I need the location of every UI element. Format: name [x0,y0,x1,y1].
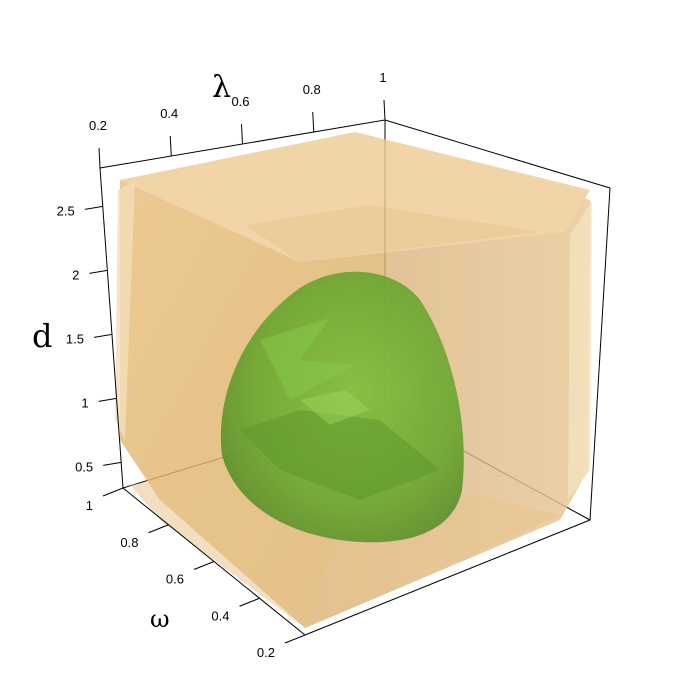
omega-tick-label: 0.6 [166,572,184,587]
d-tick-label: 0.5 [75,459,93,474]
d-tick-mark [98,397,117,402]
omega-tick-mark [284,634,306,644]
d-tick-mark [103,461,122,466]
omega-tick-mark [148,524,169,534]
omega-tick-mark [193,561,215,570]
d-tick-label: 2.5 [57,203,75,218]
lambda-axis-title: λ [212,70,231,105]
lambda-axis-ticks: 0.2 0.4 0.6 0.8 1 [89,70,387,169]
omega-tick-label: 1 [86,498,93,513]
outer-left-rim [115,180,135,440]
lambda-tick-mark [169,135,172,157]
outer-top-inner [245,205,540,262]
d-axis-ticks: 0.5 1 1.5 2 2.5 [57,203,122,474]
d-tick-mark [84,205,103,210]
outer-right-rim [568,200,592,500]
inner-isosurface [220,271,464,543]
lambda-tick-mark [383,99,386,121]
d-axis-title: d [32,317,52,355]
d-tick-mark [93,333,113,338]
lambda-tick-label: 1 [379,70,386,85]
lambda-tick-label: 0.8 [303,82,321,97]
lambda-tick-label: 0.6 [231,94,249,109]
d-tick-mark [89,269,108,274]
omega-tick-label: 0.2 [257,645,275,660]
omega-tick-mark [102,487,124,497]
omega-tick-label: 0.4 [211,608,229,623]
d-tick-label: 2 [72,267,79,282]
lambda-tick-mark [241,123,243,145]
lambda-tick-mark [98,147,101,169]
lambda-tick-label: 0.4 [160,106,178,121]
omega-axis-title: ω [150,605,170,633]
omega-tick-mark [239,597,260,607]
lambda-tick-mark [312,111,315,133]
d-tick-label: 1.5 [66,331,84,346]
omega-axis-ticks: 0.2 0.4 0.6 0.8 1 [86,487,306,660]
lambda-tick-label: 0.2 [89,118,107,133]
omega-tick-label: 0.8 [120,535,138,550]
d-tick-label: 1 [81,395,88,410]
